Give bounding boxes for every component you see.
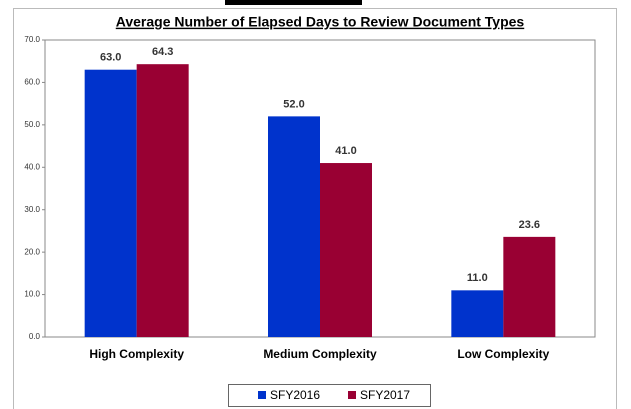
y-tick-label: 0.0 — [29, 332, 41, 341]
legend-swatch — [258, 391, 266, 399]
bar — [320, 163, 372, 337]
data-label: 52.0 — [283, 98, 304, 110]
legend-box — [228, 384, 431, 407]
y-tick-label: 20.0 — [24, 247, 40, 256]
y-tick-label: 60.0 — [24, 78, 40, 87]
bar — [451, 290, 504, 337]
x-tick-label: High Complexity — [89, 347, 184, 361]
bar — [268, 116, 320, 337]
chart-title: Average Number of Elapsed Days to Review… — [116, 14, 525, 30]
y-tick-label: 50.0 — [24, 120, 40, 129]
data-label: 11.0 — [467, 272, 488, 284]
y-tick-label: 30.0 — [24, 205, 40, 214]
data-label: 63.0 — [100, 52, 121, 64]
y-tick-label: 10.0 — [24, 290, 40, 299]
data-label: 41.0 — [335, 145, 356, 157]
bar — [84, 69, 137, 337]
legend-label: SFY2017 — [360, 388, 410, 402]
y-tick-label: 70.0 — [24, 35, 40, 44]
bar — [503, 236, 556, 337]
bar — [136, 64, 189, 337]
top-bar — [225, 0, 362, 5]
data-label: 23.6 — [519, 219, 540, 231]
chart-frame — [13, 8, 617, 409]
data-label: 64.3 — [152, 46, 173, 58]
legend-swatch — [348, 391, 356, 399]
x-tick-label: Medium Complexity — [263, 347, 377, 361]
y-tick-label: 40.0 — [24, 162, 40, 171]
x-tick-label: Low Complexity — [457, 347, 549, 361]
legend-label: SFY2016 — [270, 388, 320, 402]
